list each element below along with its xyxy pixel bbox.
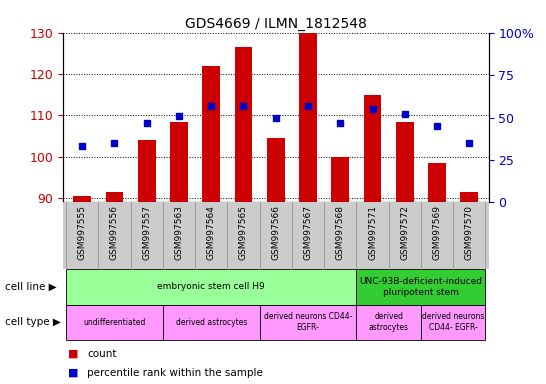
Text: GSM997571: GSM997571 [368, 205, 377, 260]
Bar [460, 192, 478, 202]
Text: UNC-93B-deficient-induced
pluripotent stem: UNC-93B-deficient-induced pluripotent st… [359, 277, 483, 296]
Bar [396, 122, 414, 202]
Text: GSM997567: GSM997567 [304, 205, 312, 260]
Text: GSM997556: GSM997556 [110, 205, 119, 260]
Text: derived neurons
CD44- EGFR-: derived neurons CD44- EGFR- [422, 313, 484, 332]
Text: GSM997569: GSM997569 [432, 205, 442, 260]
Bar [138, 140, 156, 202]
Text: GSM997564: GSM997564 [207, 205, 216, 260]
Text: cell type ▶: cell type ▶ [5, 317, 61, 327]
Bar [170, 122, 188, 202]
Text: derived
astrocytes: derived astrocytes [369, 313, 408, 332]
Text: GSM997563: GSM997563 [174, 205, 183, 260]
Text: GSM997557: GSM997557 [142, 205, 151, 260]
Text: GSM997570: GSM997570 [465, 205, 474, 260]
Title: GDS4669 / ILMN_1812548: GDS4669 / ILMN_1812548 [185, 17, 367, 31]
Bar [364, 95, 382, 202]
Text: ■: ■ [68, 349, 79, 359]
Bar [235, 48, 252, 202]
Bar [73, 196, 91, 202]
Text: GSM997565: GSM997565 [239, 205, 248, 260]
Text: derived neurons CD44-
EGFR-: derived neurons CD44- EGFR- [264, 313, 352, 332]
Text: GSM997568: GSM997568 [336, 205, 345, 260]
Bar [299, 33, 317, 202]
Bar [428, 163, 446, 202]
Bar [267, 138, 284, 202]
Text: GSM997566: GSM997566 [271, 205, 280, 260]
Text: undifferentiated: undifferentiated [83, 318, 146, 327]
Text: cell line ▶: cell line ▶ [5, 282, 57, 292]
Text: GSM997572: GSM997572 [400, 205, 410, 260]
Text: count: count [87, 349, 117, 359]
Text: GSM997555: GSM997555 [78, 205, 87, 260]
Bar [203, 66, 220, 202]
Text: percentile rank within the sample: percentile rank within the sample [87, 368, 263, 378]
Text: ■: ■ [68, 368, 79, 378]
Bar [105, 192, 123, 202]
Text: derived astrocytes: derived astrocytes [175, 318, 247, 327]
Bar [331, 157, 349, 202]
Text: embryonic stem cell H9: embryonic stem cell H9 [157, 282, 265, 291]
